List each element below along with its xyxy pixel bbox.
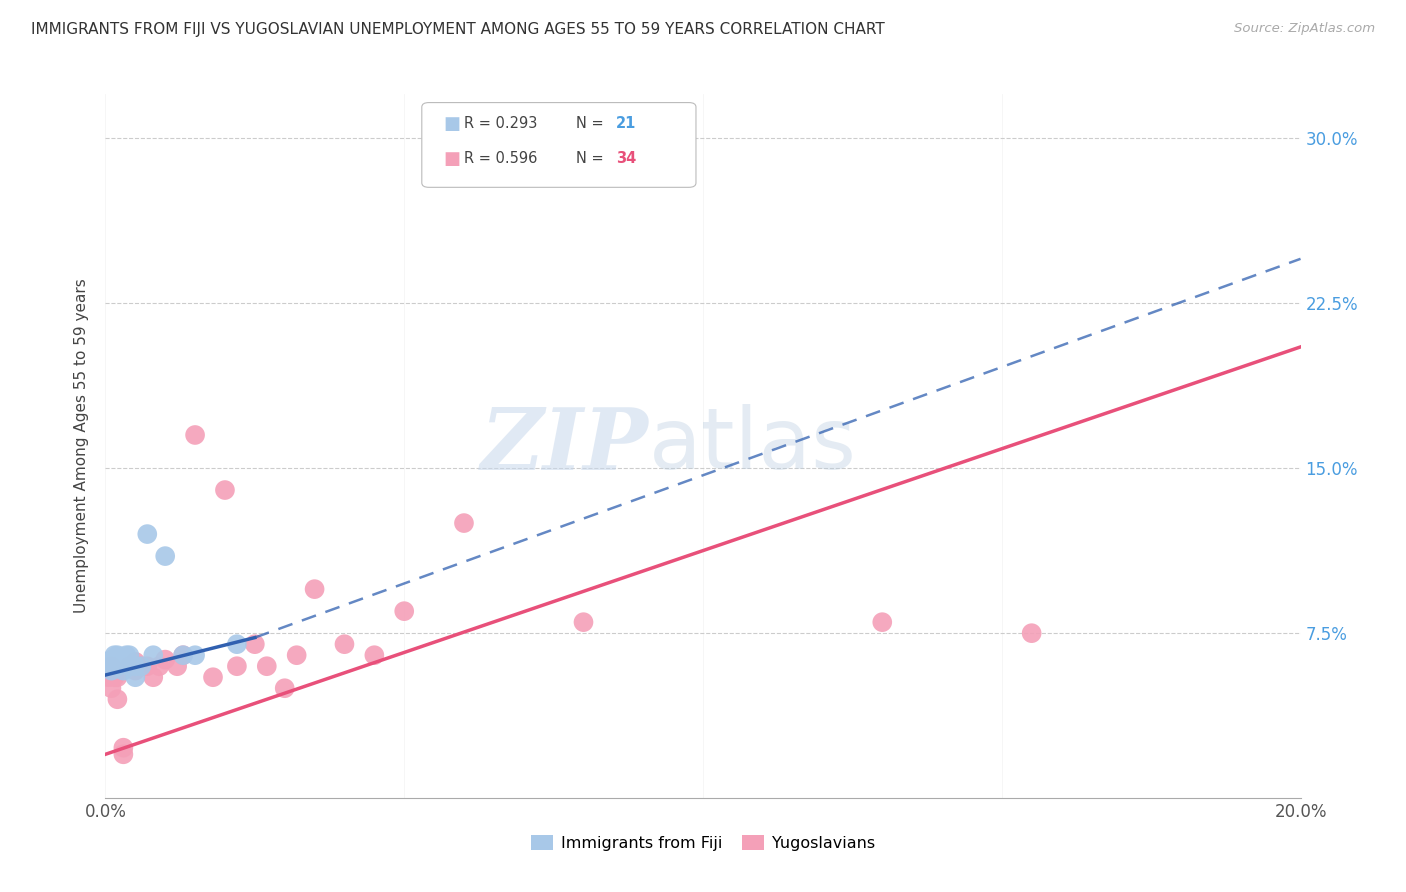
Point <box>107 692 129 706</box>
Point <box>184 648 207 663</box>
Point <box>124 670 146 684</box>
Legend: Immigrants from Fiji, Yugoslavians: Immigrants from Fiji, Yugoslavians <box>524 829 882 857</box>
Point <box>225 637 249 651</box>
Point <box>214 483 236 497</box>
Point <box>107 670 129 684</box>
Text: Source: ZipAtlas.com: Source: ZipAtlas.com <box>1234 22 1375 36</box>
Text: ■: ■ <box>443 115 460 133</box>
Point <box>107 659 129 673</box>
Point <box>100 652 122 666</box>
Point <box>100 664 122 678</box>
Point <box>1021 626 1043 640</box>
Point <box>112 664 135 678</box>
Text: 21: 21 <box>616 116 636 131</box>
Point <box>363 648 385 663</box>
Point <box>142 670 165 684</box>
Point <box>285 648 308 663</box>
Point <box>112 652 135 666</box>
Point <box>115 648 138 663</box>
Text: atlas: atlas <box>650 404 858 488</box>
Point <box>110 655 132 669</box>
Point <box>97 659 120 673</box>
Point <box>118 659 141 673</box>
Point <box>155 652 177 666</box>
Point <box>453 516 475 530</box>
Point <box>872 615 894 630</box>
Point <box>172 648 194 663</box>
Text: N =: N = <box>576 151 609 166</box>
Text: ■: ■ <box>443 150 460 168</box>
Text: R = 0.596: R = 0.596 <box>464 151 537 166</box>
Text: 34: 34 <box>616 151 636 166</box>
Point <box>243 637 266 651</box>
Point <box>118 648 141 663</box>
Point <box>103 648 125 663</box>
Text: ZIP: ZIP <box>481 404 650 488</box>
Point <box>304 582 326 596</box>
Point <box>112 747 135 762</box>
Text: IMMIGRANTS FROM FIJI VS YUGOSLAVIAN UNEMPLOYMENT AMONG AGES 55 TO 59 YEARS CORRE: IMMIGRANTS FROM FIJI VS YUGOSLAVIAN UNEM… <box>31 22 884 37</box>
Point <box>148 659 170 673</box>
Point <box>225 659 249 673</box>
Text: R = 0.293: R = 0.293 <box>464 116 537 131</box>
Point <box>142 648 165 663</box>
Point <box>97 670 120 684</box>
Point <box>273 681 295 696</box>
Point <box>572 615 595 630</box>
Point <box>103 670 125 684</box>
Point <box>136 659 159 673</box>
Point <box>394 604 416 618</box>
Point <box>124 655 146 669</box>
Point <box>136 527 159 541</box>
Point <box>155 549 177 563</box>
Point <box>129 659 153 673</box>
Text: N =: N = <box>576 116 609 131</box>
Point <box>202 670 225 684</box>
Point <box>333 637 356 651</box>
Point <box>256 659 278 673</box>
Point <box>100 681 122 696</box>
Point <box>184 428 207 442</box>
Point <box>124 664 146 678</box>
Y-axis label: Unemployment Among Ages 55 to 59 years: Unemployment Among Ages 55 to 59 years <box>75 278 90 614</box>
Point <box>100 659 122 673</box>
Point <box>166 659 188 673</box>
Point <box>129 659 153 673</box>
Point <box>124 659 146 673</box>
Point <box>172 648 194 663</box>
Point <box>112 740 135 755</box>
Point <box>118 659 141 673</box>
Point <box>107 648 129 663</box>
